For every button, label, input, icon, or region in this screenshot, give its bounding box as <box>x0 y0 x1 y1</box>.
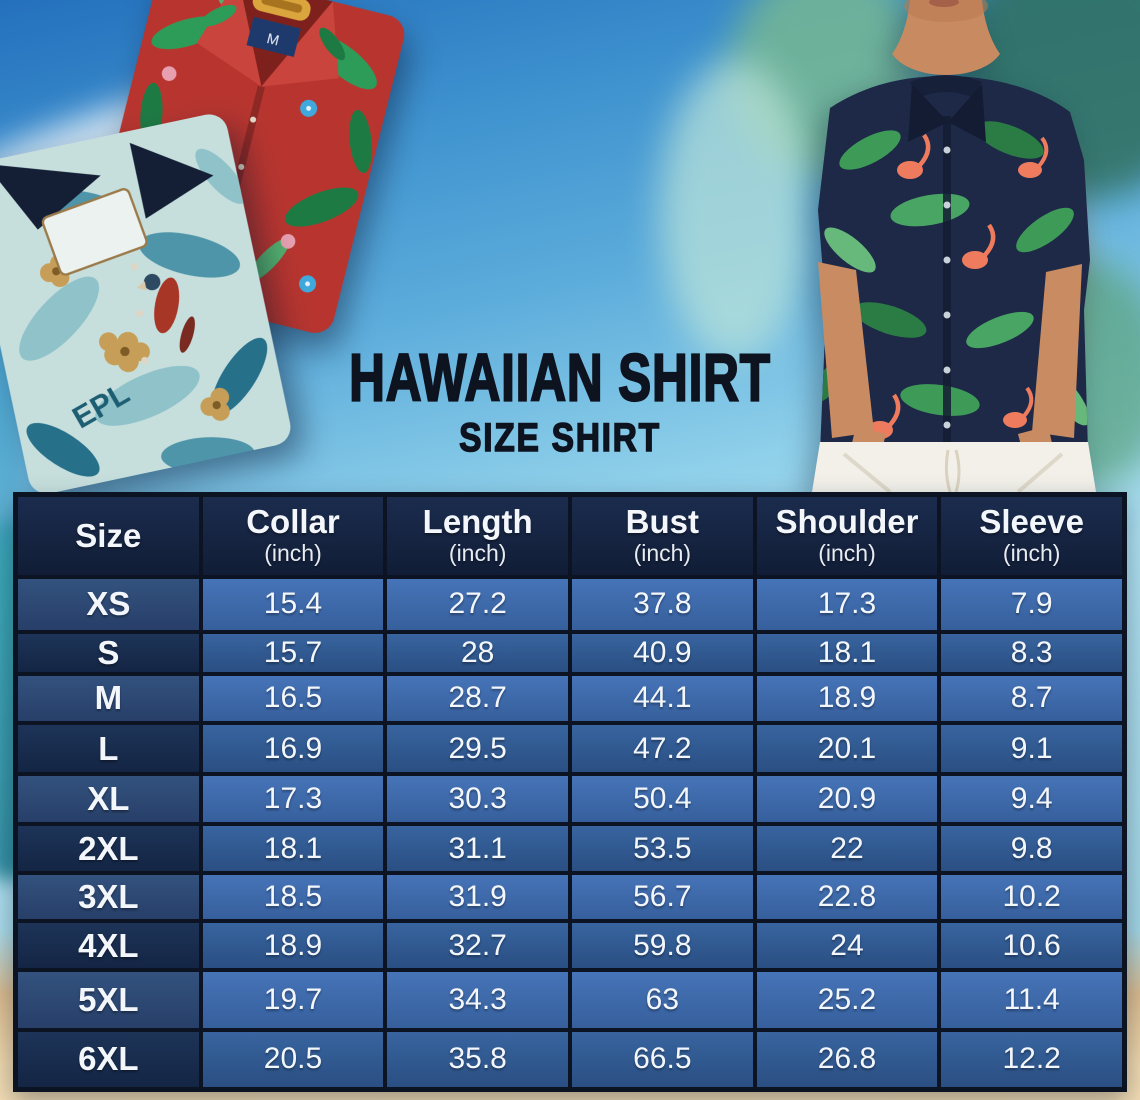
size-cell: M <box>16 673 201 723</box>
value-cell: 18.9 <box>754 673 940 723</box>
teal-hawaiian-shirt: EPL <box>0 101 307 506</box>
size-cell: S <box>16 631 201 674</box>
value-cell: 15.4 <box>200 577 386 632</box>
column-label: Size <box>75 516 142 554</box>
value-cell: 16.5 <box>200 673 386 723</box>
value-cell: 18.1 <box>754 631 940 674</box>
size-cell: 3XL <box>16 873 201 921</box>
column-unit: (inch) <box>1002 539 1061 566</box>
value-cell: 20.5 <box>200 1029 386 1089</box>
value-cell: 25.2 <box>754 970 940 1030</box>
size-cell: 5XL <box>16 970 201 1030</box>
value-cell: 30.3 <box>385 774 570 824</box>
column-unit: (inch) <box>633 539 692 566</box>
column-unit: (inch) <box>818 539 876 566</box>
size-chart-table: Size Collar (inch) Length (inch) Bust (inch) Sh… <box>13 492 1127 1092</box>
palm-blur <box>660 60 810 360</box>
value-cell: 29.5 <box>385 722 570 775</box>
table-header-cell: Length (inch) <box>385 495 570 578</box>
value-cell: 15.7 <box>200 631 386 674</box>
page-title: HAWAIIAN SHIRT <box>348 341 771 416</box>
model-photo <box>760 0 1140 494</box>
column-label: Length <box>422 503 533 541</box>
size-cell: 4XL <box>16 920 201 971</box>
value-cell: 20.9 <box>754 774 940 824</box>
table-header-cell: Size <box>16 495 201 578</box>
value-cell: 32.7 <box>385 920 570 971</box>
value-cell: 20.1 <box>754 722 940 775</box>
page-subtitle: SIZE SHIRT <box>459 416 661 460</box>
value-cell: 12.2 <box>939 1029 1124 1089</box>
column-label: Bust <box>625 503 699 541</box>
value-cell: 22.8 <box>754 873 940 921</box>
value-cell: 18.9 <box>200 920 386 971</box>
value-cell: 9.8 <box>939 823 1124 874</box>
column-label: Sleeve <box>979 503 1084 541</box>
title-block: HAWAIIAN SHIRT SIZE SHIRT <box>0 341 1120 460</box>
value-cell: 22 <box>754 823 940 874</box>
value-cell: 56.7 <box>570 873 755 921</box>
column-unit: (inch) <box>264 539 322 566</box>
value-cell: 28 <box>385 631 570 674</box>
column-unit: (inch) <box>448 539 507 566</box>
value-cell: 34.3 <box>385 970 570 1030</box>
value-cell: 44.1 <box>570 673 755 723</box>
value-cell: 66.5 <box>570 1029 755 1089</box>
value-cell: 53.5 <box>570 823 755 874</box>
value-cell: 24 <box>754 920 940 971</box>
value-cell: 28.7 <box>385 673 570 723</box>
value-cell: 18.5 <box>200 873 386 921</box>
table-header-cell: Sleeve (inch) <box>939 495 1124 578</box>
table-header-cell: Collar (inch) <box>200 495 386 578</box>
column-label: Collar <box>246 503 340 541</box>
value-cell: 26.8 <box>754 1029 940 1089</box>
size-cell: L <box>16 722 201 775</box>
value-cell: 31.9 <box>385 873 570 921</box>
table-header-cell: Shoulder (inch) <box>754 495 940 578</box>
value-cell: 18.1 <box>200 823 386 874</box>
size-cell: XS <box>16 577 201 632</box>
value-cell: 31.1 <box>385 823 570 874</box>
value-cell: 11.4 <box>939 970 1124 1030</box>
value-cell: 9.4 <box>939 774 1124 824</box>
value-cell: 59.8 <box>570 920 755 971</box>
value-cell: 16.9 <box>200 722 386 775</box>
value-cell: 8.7 <box>939 673 1124 723</box>
value-cell: 37.8 <box>570 577 755 632</box>
size-cell: 2XL <box>16 823 201 874</box>
man-wearing-hawaiian-shirt <box>812 0 1096 494</box>
value-cell: 7.9 <box>939 577 1124 632</box>
value-cell: 40.9 <box>570 631 755 674</box>
folded-shirts-photo: M <box>0 0 420 500</box>
table-header-cell: Bust (inch) <box>570 495 755 578</box>
value-cell: 35.8 <box>385 1029 570 1089</box>
value-cell: 8.3 <box>939 631 1124 674</box>
column-label: Shoulder <box>775 503 919 541</box>
size-tag-label: M <box>265 31 281 49</box>
value-cell: 63 <box>570 970 755 1030</box>
value-cell: 9.1 <box>939 722 1124 775</box>
value-cell: 27.2 <box>385 577 570 632</box>
value-cell: 17.3 <box>200 774 386 824</box>
size-cell: 6XL <box>16 1029 201 1089</box>
value-cell: 50.4 <box>570 774 755 824</box>
size-cell: XL <box>16 774 201 824</box>
value-cell: 17.3 <box>754 577 940 632</box>
value-cell: 47.2 <box>570 722 755 775</box>
value-cell: 10.2 <box>939 873 1124 921</box>
value-cell: 10.6 <box>939 920 1124 971</box>
value-cell: 19.7 <box>200 970 386 1030</box>
